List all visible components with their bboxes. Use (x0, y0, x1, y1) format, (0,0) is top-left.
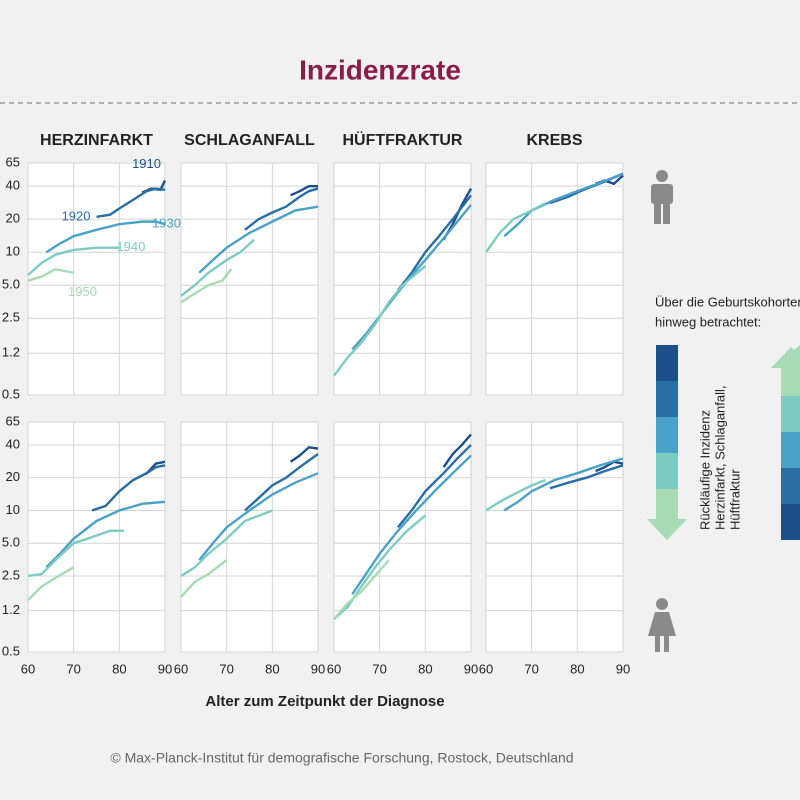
y-tick-label: 40 (6, 436, 20, 451)
panel-background (28, 422, 165, 652)
panel-background (486, 163, 623, 395)
plots: HERZINFARKT 0.5 1.2 2.5 5.0 10 20 40 65 1910 1920 1… (2, 130, 630, 676)
x-tick-label: 80 (265, 661, 279, 676)
panel-background (28, 163, 165, 395)
cohort-line (27, 566, 75, 601)
legend-bar-down (647, 345, 687, 540)
cohort-line (45, 220, 166, 254)
credit: © Max-Planck-Institut für demografische … (110, 750, 573, 766)
cohort-line (351, 454, 472, 595)
y-tick-label: 10 (6, 244, 20, 259)
y-tick-label: 40 (6, 178, 20, 193)
cohort-line (244, 453, 319, 512)
x-tick-label: 80 (112, 661, 126, 676)
cohort-line (27, 529, 124, 578)
x-tick-label: 80 (418, 661, 432, 676)
y-tick-label: 1.2 (2, 345, 20, 360)
cohort-line (180, 238, 255, 297)
y-tick-label: 65 (6, 154, 20, 169)
cohort-line (290, 184, 318, 197)
x-tick-label: 70 (66, 661, 80, 676)
panel-background (181, 163, 318, 395)
cohort-label: 1940 (116, 239, 145, 254)
title: Inzidenzrate (299, 54, 461, 85)
cohort-line (289, 446, 319, 463)
x-tick-label: 90 (158, 661, 172, 676)
y-tick-label: 10 (6, 502, 20, 517)
cohort-label: 1920 (62, 208, 91, 223)
panel-title: KREBS (526, 132, 582, 149)
x-tick-label: 70 (219, 661, 233, 676)
panel-background (334, 163, 471, 395)
cohort-line (244, 187, 319, 231)
cohort-label: 1950 (68, 284, 97, 299)
x-tick-label: 90 (464, 661, 478, 676)
cohort-line (595, 460, 624, 473)
cohort-line (485, 202, 546, 253)
x-tick-label: 60 (479, 661, 493, 676)
x-tick-label: 60 (21, 661, 35, 676)
male-icon (651, 170, 673, 224)
y-tick-label: 2.5 (2, 567, 20, 582)
cohort-label: 1910 (132, 156, 161, 171)
cohort-line (549, 464, 624, 490)
cohort-line (503, 457, 624, 512)
legend-bar-up (771, 345, 800, 540)
panel-title: HÜFTFRAKTUR (343, 130, 463, 149)
cohort-line (96, 187, 166, 219)
cohort-line (198, 205, 319, 274)
cohort-line (180, 509, 273, 577)
y-tick-label: 2.5 (2, 310, 20, 325)
x-tick-label: 70 (524, 661, 538, 676)
x-tick-label: 60 (327, 661, 341, 676)
y-tick-label: 0.5 (2, 386, 20, 401)
y-tick-label: 20 (6, 469, 20, 484)
legend-heading: Über die Geburtskohorten (655, 294, 800, 309)
legend-heading: hinweg betrachtet: (655, 314, 761, 329)
legend-note-line: Rückläufige Inzidenz (697, 410, 712, 530)
cohort-line (442, 433, 472, 468)
panel-background (181, 422, 318, 652)
cohort-line (198, 472, 319, 561)
y-tick-label: 20 (6, 211, 20, 226)
cohort-line (91, 464, 166, 512)
cohort-line (27, 246, 120, 276)
x-tick-label: 80 (570, 661, 584, 676)
x-tick-label: 90 (311, 661, 325, 676)
y-tick-label: 0.5 (2, 643, 20, 658)
cohort-line (45, 500, 166, 569)
cohort-line (397, 444, 472, 529)
legend-note-line: Herzinfarkt, Schlaganfall, (712, 385, 727, 530)
cohort-line (333, 265, 427, 377)
y-tick-label: 5.0 (2, 535, 20, 550)
x-tick-label: 60 (174, 661, 188, 676)
cohort-label: 1930 (152, 216, 181, 231)
panel-title: SCHLAGANFALL (184, 132, 315, 149)
legend-note: Rückläufige Inzidenz Herzinfarkt, Schlag… (697, 385, 742, 530)
cohort-line (333, 559, 390, 621)
cohort-line (333, 514, 427, 621)
cohort-line (180, 559, 228, 598)
cohort-line (503, 172, 624, 238)
panel-background (486, 422, 623, 652)
cohort-line (485, 478, 546, 512)
panel-title: HERZINFARKT (40, 132, 153, 149)
cohort-line (27, 268, 74, 282)
y-tick-label: 5.0 (2, 277, 20, 292)
cohort-line (396, 194, 472, 292)
female-icon (648, 598, 676, 652)
x-axis-label: Alter zum Zeitpunkt der Diagnose (205, 693, 444, 710)
x-tick-label: 90 (616, 661, 630, 676)
cohort-line (180, 268, 233, 304)
y-tick-label: 1.2 (2, 602, 20, 617)
y-tick-label: 65 (6, 413, 20, 428)
x-tick-label: 70 (372, 661, 386, 676)
legend-note-line: Hüftfraktur (727, 469, 742, 530)
